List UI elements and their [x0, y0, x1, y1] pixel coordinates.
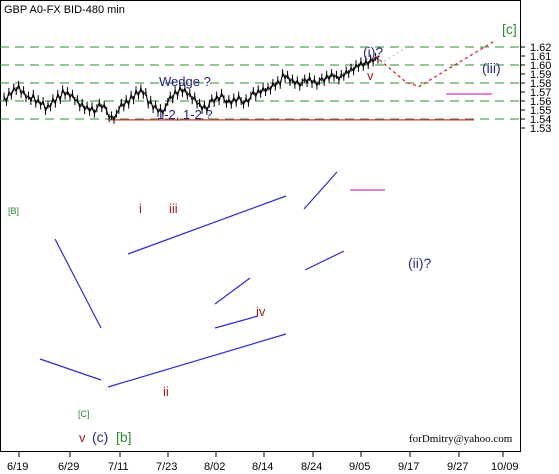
channel-mini-lower: [214, 315, 259, 329]
label-c-part: (c): [92, 429, 108, 445]
x-tick-label-6/19: 6/19: [7, 461, 28, 473]
projection-gray: [379, 44, 411, 65]
wave-note: 1-2, 1-2 ?: [157, 107, 213, 122]
channel-mini-upper: [214, 277, 251, 305]
magenta-lines: [350, 93, 492, 191]
projection-paths: [374, 40, 496, 88]
label-wave-iii-small: iii: [169, 201, 178, 216]
plot-frame: [0, 0, 521, 452]
y-tick-label-1.60: 1.60: [530, 60, 551, 72]
dashed-level-lines: [0, 46, 520, 120]
price-line: [3, 55, 379, 122]
x-axis: 6/19 6/29 7/11 7/23 8/02 8/14 8/24 9/05 9/17 9/27…: [7, 452, 519, 473]
y-tick-label-1.57: 1.57: [530, 87, 551, 99]
channel-left-lower: [39, 358, 102, 381]
label-wave-i-small: i: [139, 201, 142, 216]
label-C-small: [C]: [78, 409, 90, 419]
x-tick-label-8/24: 8/24: [301, 461, 322, 473]
y-axis: 1.531.541.551.561.571.581.591.601.611.62: [520, 42, 551, 135]
x-tick-label-7/23: 7/23: [156, 461, 177, 473]
y-tick-label-1.62: 1.62: [530, 42, 551, 54]
channel-lines: [39, 171, 345, 388]
label-wave-v-small: v: [367, 68, 374, 83]
label-wave-iv-small: iv: [256, 304, 266, 319]
y-tick-label-1.56: 1.56: [530, 96, 551, 108]
label-b-part: [b]: [116, 429, 132, 445]
wedge-upper: [303, 171, 338, 210]
channel-upper: [127, 195, 287, 255]
chart-title: GBP A0-FX BID-480 min: [4, 4, 125, 16]
label-wave-iii-paren: (iii): [482, 60, 501, 76]
label-wave-ii-paren: (ii)?: [408, 255, 432, 271]
x-tick-label-10/09: 10/09: [491, 461, 519, 473]
y-tick-label-1.54: 1.54: [530, 114, 551, 126]
x-tick-label-6/29: 6/29: [58, 461, 79, 473]
y-tick-label-1.61: 1.61: [530, 51, 551, 63]
y-tick-label-1.55: 1.55: [530, 105, 551, 117]
x-tick-label-7/11: 7/11: [108, 461, 129, 473]
channel-left-upper: [54, 238, 102, 329]
x-tick-label-9/27: 9/27: [447, 461, 468, 473]
wedge-lower: [304, 250, 345, 271]
y-tick-label-1.59: 1.59: [530, 69, 551, 81]
price-series: [3, 52, 379, 124]
label-v-part: v: [79, 430, 86, 445]
y-tick-label-1.58: 1.58: [530, 78, 551, 90]
footer-credit: forDmitry@yahoo.com: [409, 433, 513, 445]
label-B: [B]: [8, 206, 19, 216]
x-tick-label-8/02: 8/02: [204, 461, 225, 473]
x-tick-label-9/17: 9/17: [398, 461, 419, 473]
x-tick-label-8/14: 8/14: [252, 461, 273, 473]
x-tick-label-9/05: 9/05: [349, 461, 370, 473]
y-tick-label-1.53: 1.53: [530, 123, 551, 135]
label-wave-ii-small: ii: [163, 384, 169, 399]
projection-red: [374, 40, 496, 88]
channel-lower: [107, 333, 287, 388]
label-c-bracket: [c]: [502, 21, 517, 37]
wedge-note: Wedge ?: [159, 74, 211, 89]
label-wave-i-paren: (i)?: [363, 44, 383, 60]
